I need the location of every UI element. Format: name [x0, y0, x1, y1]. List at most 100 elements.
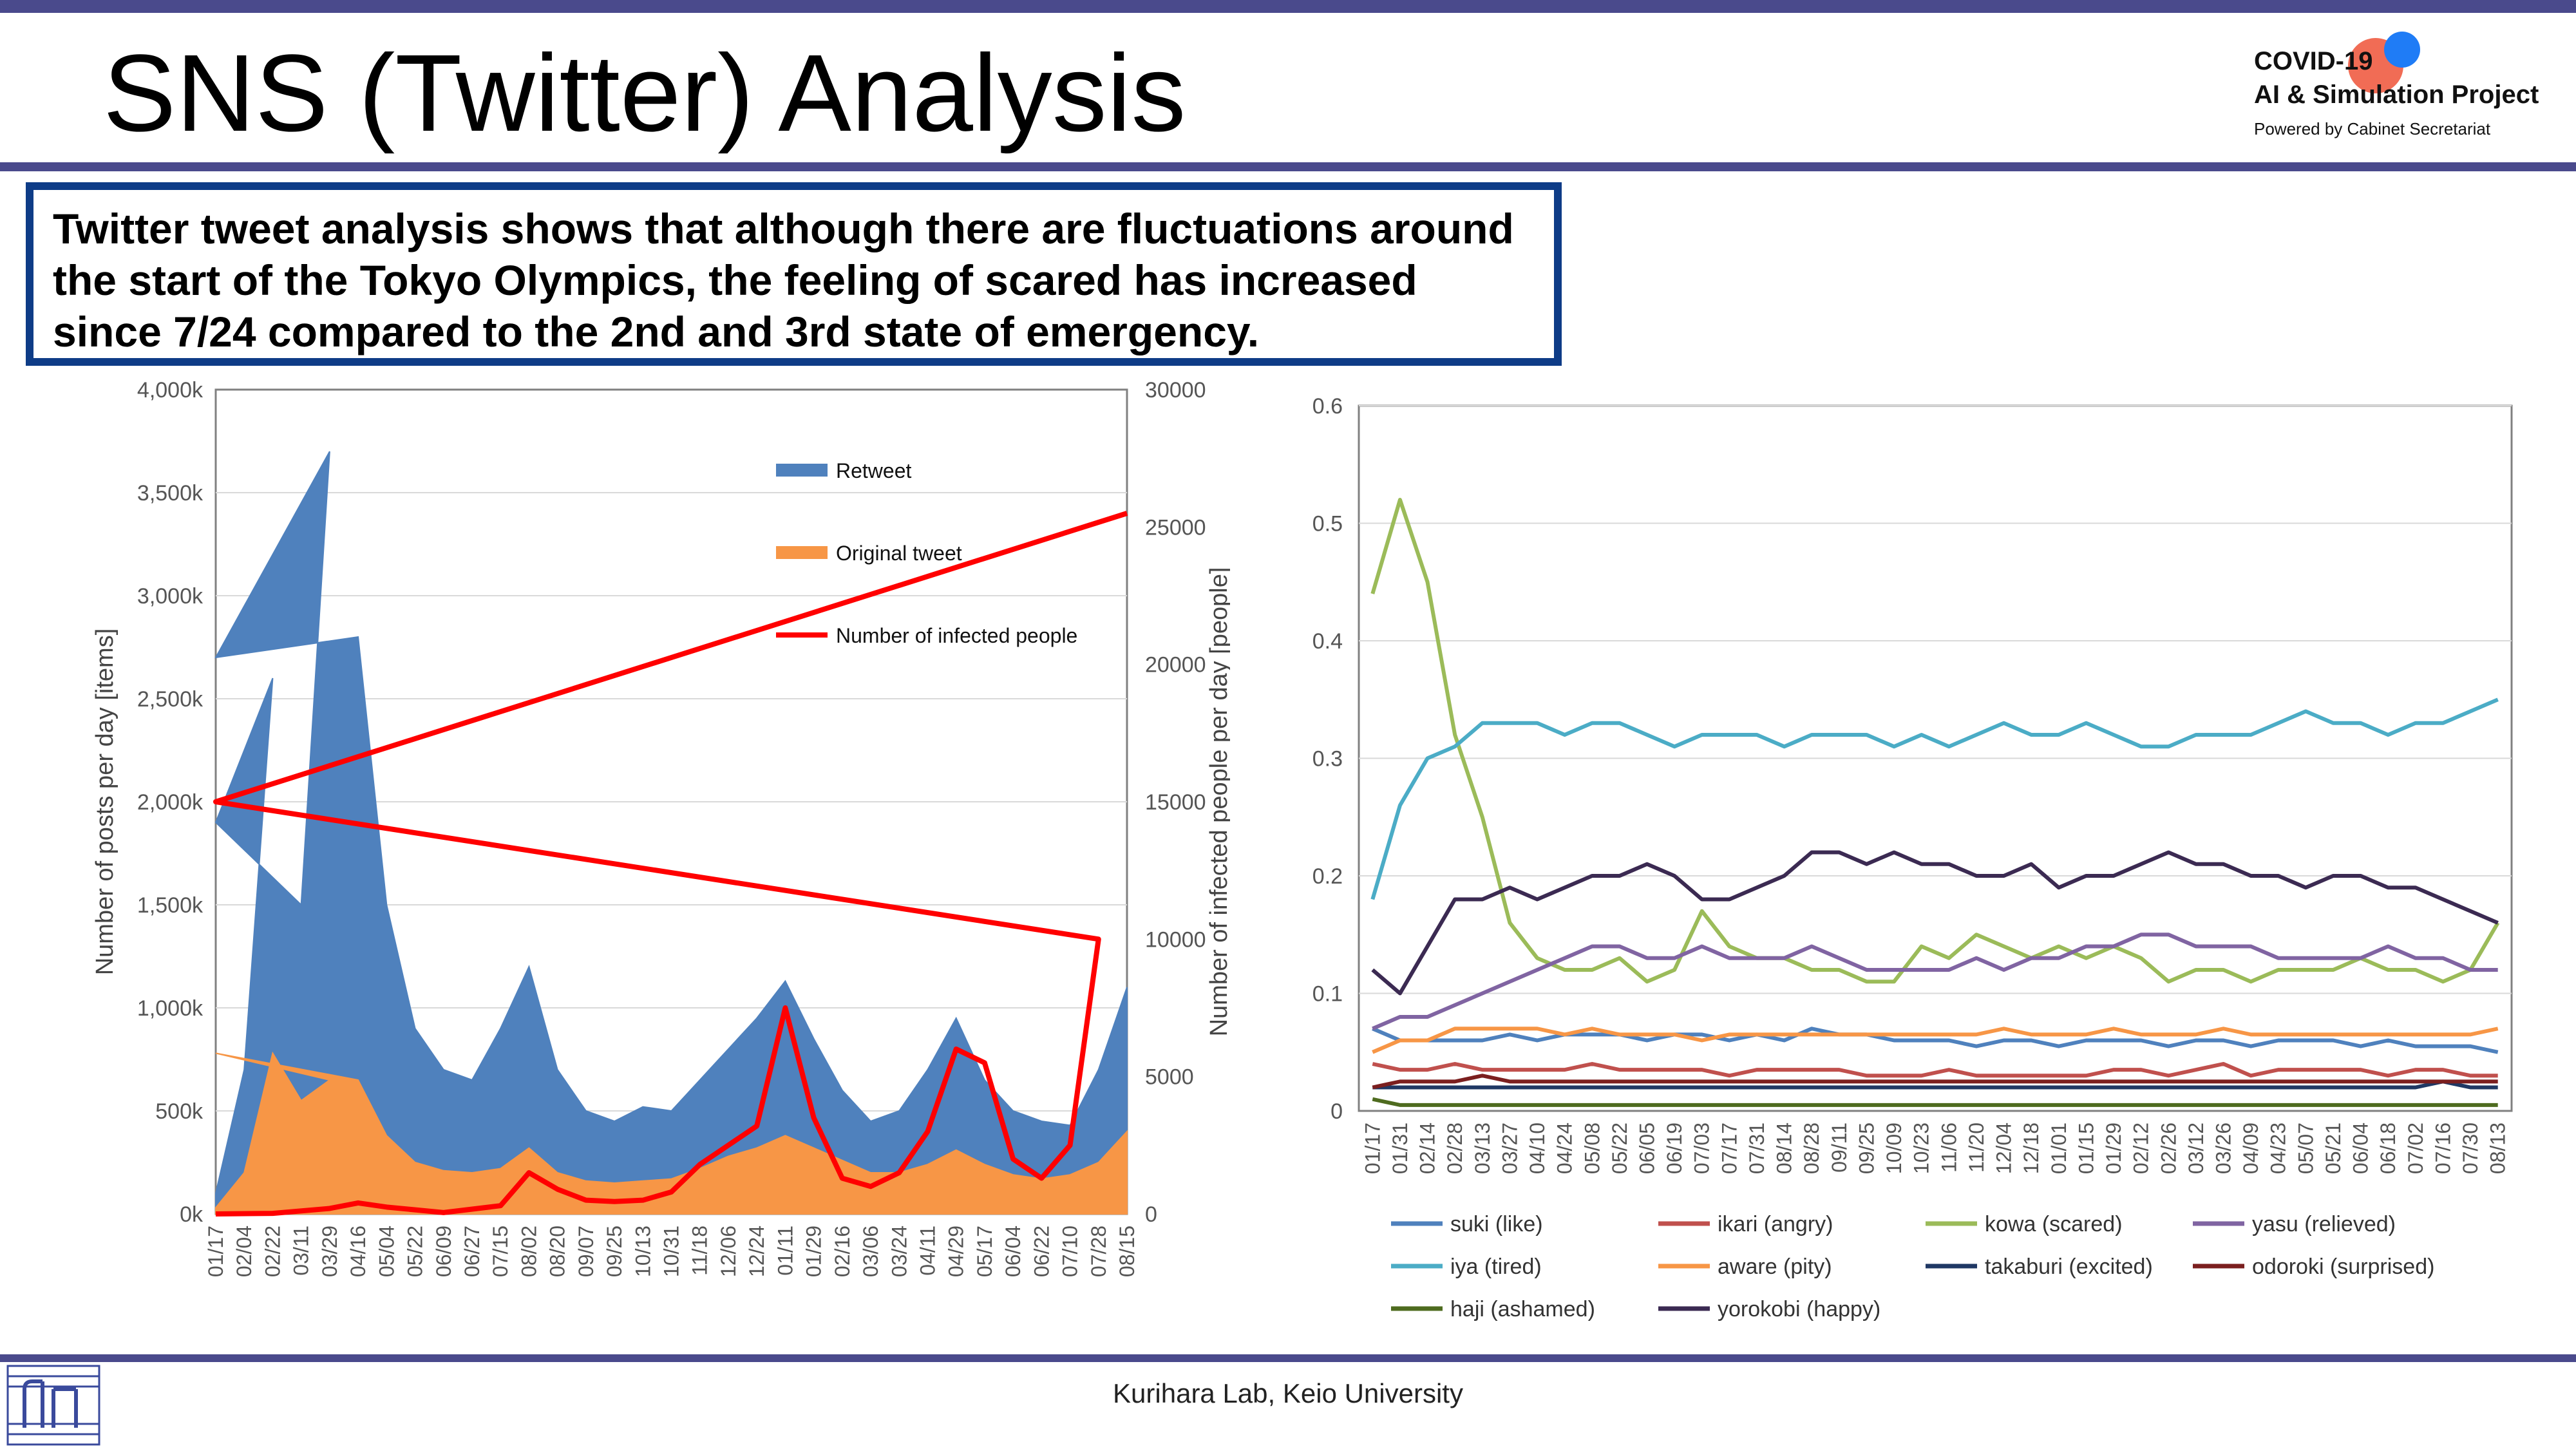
- x-tick-label: 09/07: [574, 1226, 598, 1277]
- x-tick-label: 07/03: [1690, 1122, 1714, 1174]
- x-tick-label: 02/12: [2130, 1122, 2153, 1174]
- y-tick-label: 0.4: [1312, 629, 1343, 654]
- x-tick-label: 03/06: [859, 1226, 882, 1277]
- x-tick-label: 03/11: [290, 1226, 313, 1276]
- y2-axis-label: Number of infected people per day [peopl…: [1206, 567, 1230, 1037]
- x-tick-label: 02/28: [1443, 1122, 1466, 1174]
- x-tick-label: 08/02: [517, 1226, 540, 1277]
- x-tick-label: 01/01: [2047, 1122, 2070, 1174]
- x-tick-label: 10/31: [660, 1226, 683, 1277]
- footer-credit: Kurihara Lab, Keio University: [1113, 1378, 1463, 1408]
- y-tick-label: 0.3: [1312, 747, 1343, 772]
- x-tick-label: 06/05: [1636, 1122, 1659, 1174]
- x-tick-label: 07/30: [2459, 1122, 2482, 1174]
- legend-swatch: [776, 546, 828, 559]
- x-tick-label: 01/17: [204, 1226, 227, 1277]
- x-tick-label: 04/29: [945, 1226, 968, 1277]
- x-tick-label: 06/18: [2376, 1122, 2400, 1174]
- x-tick-label: 04/09: [2239, 1122, 2262, 1174]
- emotion-ratio-chart: 00.10.20.30.40.50.601/17 01/31 02/14 02/28 0…: [1312, 394, 2513, 1321]
- series-line: [1371, 850, 2499, 996]
- logo-title: COVID-19: [2254, 47, 2373, 75]
- x-tick-label: 06/22: [1030, 1226, 1053, 1277]
- x-tick-label: 12/24: [745, 1226, 768, 1277]
- y-tick-label: 4,000k: [137, 378, 204, 402]
- x-tick-label: 10/09: [1882, 1122, 1906, 1174]
- x-tick-label: 01/11: [773, 1226, 797, 1276]
- x-tick-label: 09/25: [1855, 1122, 1878, 1174]
- x-tick-label: 10/23: [1910, 1122, 1933, 1174]
- project-logo: COVID-19 AI & Simulation Project Powered…: [2241, 29, 2550, 151]
- x-tick-label: 07/02: [2404, 1122, 2427, 1174]
- x-tick-label: 06/19: [1663, 1122, 1686, 1174]
- legend-label: kowa (scared): [1985, 1212, 2123, 1236]
- title-divider: [0, 162, 2576, 171]
- posts-and-infections-chart: 0k 500k 1,000k 1,500k 2,000k 2,500k 3,000k 3,50…: [91, 378, 1230, 1277]
- legend-label: iya (tired): [1450, 1255, 1542, 1279]
- y-tick-label: 500k: [155, 1099, 204, 1124]
- legend-label: Retweet: [836, 459, 912, 482]
- x-tick-label: 11/06: [1937, 1122, 1960, 1173]
- x-tick-label: 08/28: [1800, 1122, 1823, 1174]
- series-line: [1372, 933, 2498, 1031]
- y2-tick-label: 30000: [1145, 378, 1206, 402]
- x-tick-label: 05/22: [1608, 1122, 1631, 1174]
- x-tick-label: 03/27: [1498, 1122, 1521, 1174]
- series-line-infected: [213, 511, 1128, 1217]
- y-tick-label: 0: [1331, 1099, 1343, 1124]
- x-tick-label: 05/21: [2322, 1122, 2345, 1174]
- y-tick-label: 0.1: [1312, 982, 1343, 1007]
- x-tick-label: 03/29: [318, 1226, 341, 1277]
- x-tick-label: 07/17: [1718, 1122, 1741, 1174]
- x-tick-label: 03/12: [2184, 1122, 2208, 1174]
- series-line: [1372, 1074, 2498, 1090]
- legend-label: yasu (relieved): [2252, 1212, 2396, 1236]
- x-tick-label: 04/10: [1526, 1122, 1549, 1174]
- x-tick-label: 09/25: [603, 1226, 626, 1277]
- footer-divider: [0, 1354, 2576, 1362]
- legend-label: takaburi (excited): [1985, 1255, 2153, 1279]
- series-line: [1372, 1027, 2499, 1054]
- y-tick-label: 0.2: [1312, 864, 1343, 889]
- x-tick-label: 01/29: [2102, 1122, 2125, 1174]
- x-tick-label: 05/17: [973, 1226, 996, 1277]
- y-tick-label: 0.6: [1312, 394, 1343, 419]
- x-tick-label: 07/28: [1087, 1226, 1110, 1277]
- x-tick-label: 12/06: [717, 1226, 740, 1277]
- series-line: [1372, 1079, 2498, 1090]
- legend-label: ikari (angry): [1718, 1212, 1833, 1236]
- x-tick-label: 01/17: [1361, 1122, 1384, 1174]
- legend-swatch: [776, 464, 828, 477]
- y-tick-label: 3,000k: [137, 584, 204, 609]
- y2-tick-label: 20000: [1145, 653, 1206, 677]
- x-tick-label: 07/16: [2431, 1122, 2454, 1174]
- x-tick-label: 04/24: [1553, 1122, 1577, 1174]
- page-title: SNS (Twitter) Analysis: [103, 32, 1186, 155]
- x-tick-label: 07/10: [1059, 1226, 1082, 1277]
- x-tick-label: 01/29: [802, 1226, 826, 1277]
- logo-credit: Powered by Cabinet Secretariat: [2254, 119, 2491, 138]
- x-tick-label: 03/24: [887, 1226, 911, 1277]
- x-tick-label: 11/20: [1965, 1122, 1988, 1173]
- y-tick-label: 2,500k: [137, 687, 204, 712]
- x-tick-label: 02/16: [831, 1226, 854, 1277]
- x-tick-label: 05/04: [375, 1226, 398, 1277]
- top-accent-bar: [0, 0, 2576, 13]
- y2-tick-label: 10000: [1145, 927, 1206, 952]
- summary-box: Twitter tweet analysis shows that althou…: [26, 182, 1562, 366]
- x-tick-label: 02/26: [2157, 1122, 2180, 1174]
- summary-text: Twitter tweet analysis shows that althou…: [53, 205, 1514, 355]
- x-tick-label: 10/13: [631, 1226, 654, 1277]
- legend-label: suki (like): [1450, 1212, 1543, 1236]
- series-line: [1370, 697, 2499, 900]
- x-tick-label: 04/16: [346, 1226, 370, 1277]
- legend-label: aware (pity): [1718, 1255, 1832, 1279]
- x-tick-label: 12/18: [2020, 1122, 2043, 1174]
- lab-logo: [6, 1365, 100, 1446]
- x-tick-label: 08/20: [546, 1226, 569, 1277]
- legend-label: Original tweet: [836, 542, 962, 565]
- y2-tick-label: 25000: [1145, 515, 1206, 540]
- logo-blue-dot: [2384, 32, 2420, 68]
- x-tick-label: 05/22: [404, 1226, 427, 1277]
- series-line: [1370, 498, 2500, 984]
